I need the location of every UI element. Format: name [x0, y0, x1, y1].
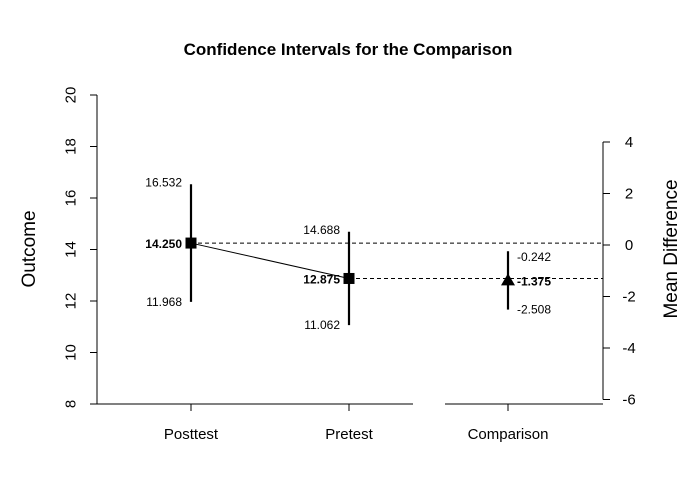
mean-value-label: 12.875: [303, 272, 340, 286]
right-y-tick-label: 0: [625, 237, 633, 254]
right-y-tick-label: -4: [622, 340, 635, 357]
right-y-tick-label: 2: [625, 186, 633, 203]
x-tick-label: Comparison: [468, 426, 549, 443]
lower-value-label: -2.508: [517, 303, 551, 317]
left-y-tick-label: 14: [63, 241, 80, 258]
left-y-tick-label: 16: [63, 190, 80, 207]
mean-value-label: 14.250: [145, 237, 182, 251]
left-axis-title: Outcome: [19, 210, 40, 287]
right-axis-title: Mean Difference: [661, 179, 682, 318]
lower-value-label: 11.062: [304, 318, 340, 332]
lower-value-label: 11.968: [146, 295, 182, 309]
mean-point-pretest: [343, 272, 355, 284]
left-y-tick-label: 20: [63, 87, 80, 104]
left-y-tick-label: 8: [63, 400, 80, 408]
upper-value-label: 16.532: [145, 175, 182, 189]
left-y-tick-label: 12: [63, 293, 80, 310]
upper-value-label: 14.688: [303, 223, 340, 237]
mean-value-label: -1.375: [517, 274, 551, 288]
x-tick-label: Posttest: [164, 426, 219, 443]
right-y-tick-label: 4: [625, 134, 633, 151]
upper-value-label: -0.242: [517, 250, 551, 264]
plot-area: 8 10 12 14 16 18 20 -6 -4 -2 0 2 4 Posttest Pretest Com…: [63, 87, 636, 443]
right-y-tick-label: -2: [622, 289, 635, 306]
means-connector-line: [190, 242, 350, 279]
mean-point-posttest: [185, 237, 197, 249]
chart-title: Confidence Intervals for the Comparison: [184, 40, 513, 59]
left-y-tick-label: 18: [63, 138, 80, 155]
mean-point-comparison: [501, 273, 515, 286]
left-y-tick-label: 10: [63, 344, 80, 361]
x-tick-label: Pretest: [325, 426, 373, 443]
right-y-tick-label: -6: [622, 392, 635, 409]
